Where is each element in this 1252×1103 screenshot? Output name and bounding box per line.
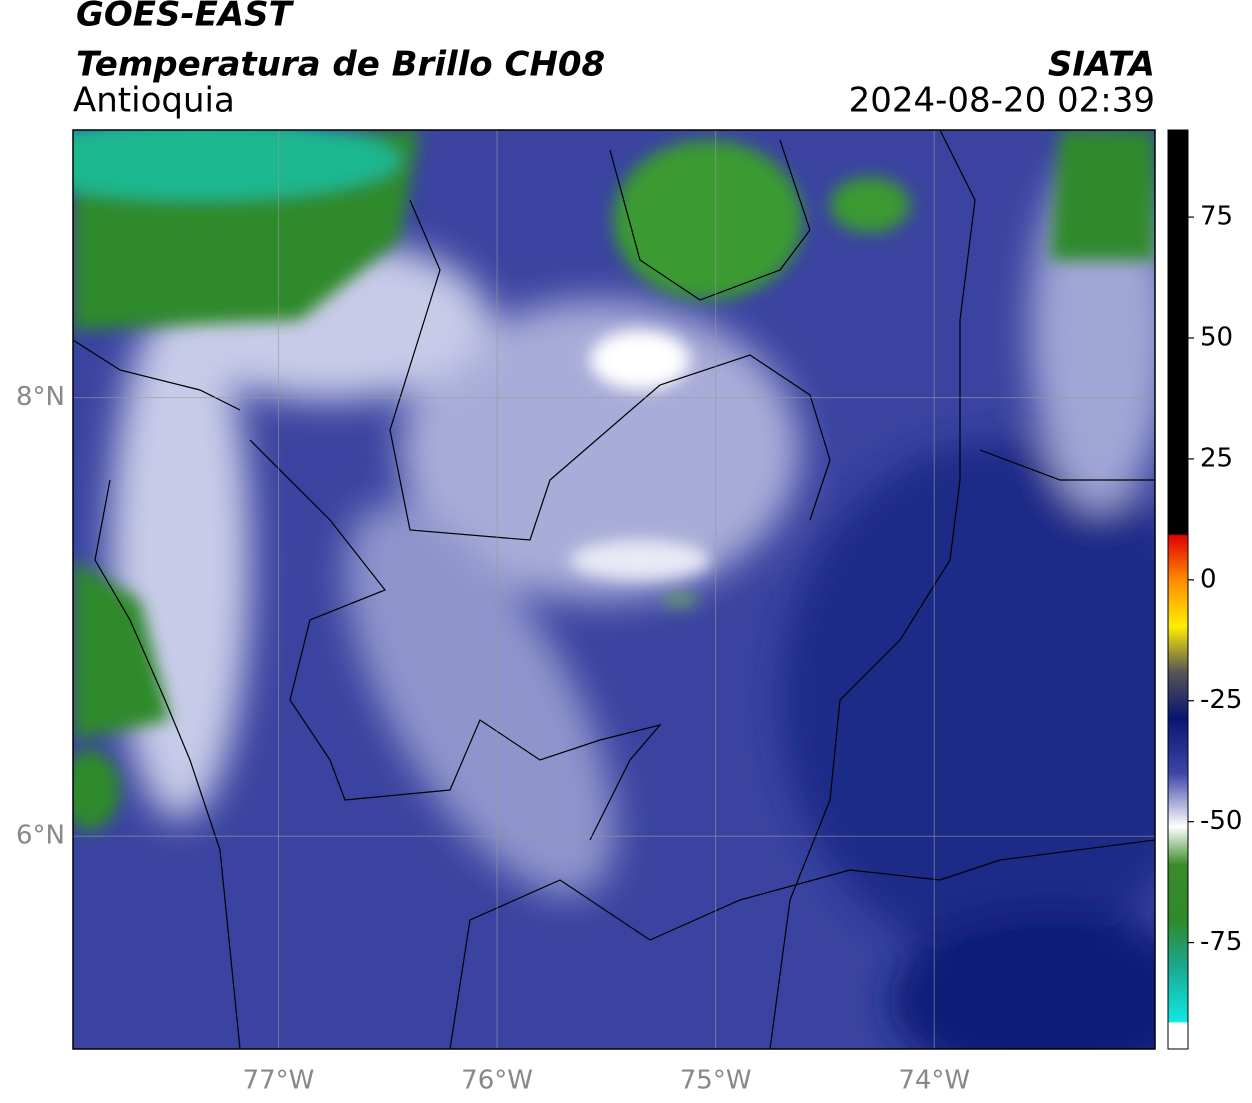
x-tick-label: 77°W (243, 1066, 315, 1096)
colorbar-tick-label: 25 (1200, 443, 1233, 473)
colorbar (1167, 129, 1189, 1050)
y-tick-label: 8°N (16, 382, 65, 412)
colorbar-tick-label: -25 (1200, 685, 1242, 715)
x-tick-label: 76°W (461, 1066, 533, 1096)
x-tick-label: 75°W (680, 1066, 752, 1096)
map-frame (72, 129, 1156, 1050)
map-image (73, 130, 1155, 1049)
subtitle: Temperatura de Brillo CH08 (76, 45, 605, 85)
colorbar-tick-label: -50 (1200, 806, 1242, 836)
x-tick-label: 74°W (898, 1066, 970, 1096)
colorbar-tick-label: 0 (1200, 564, 1217, 594)
colorbar-tick-label: 50 (1200, 322, 1233, 352)
colorbar-tick-label: 75 (1200, 202, 1233, 232)
source: SIATA (1048, 45, 1155, 85)
y-tick-label: 6°N (16, 821, 65, 851)
title: GOES-EAST (76, 0, 295, 35)
region: Antioquia (73, 81, 235, 121)
colorbar-tick-label: -75 (1200, 927, 1242, 957)
datetime: 2024-08-20 02:39 (849, 81, 1155, 121)
grid (73, 130, 1155, 1049)
